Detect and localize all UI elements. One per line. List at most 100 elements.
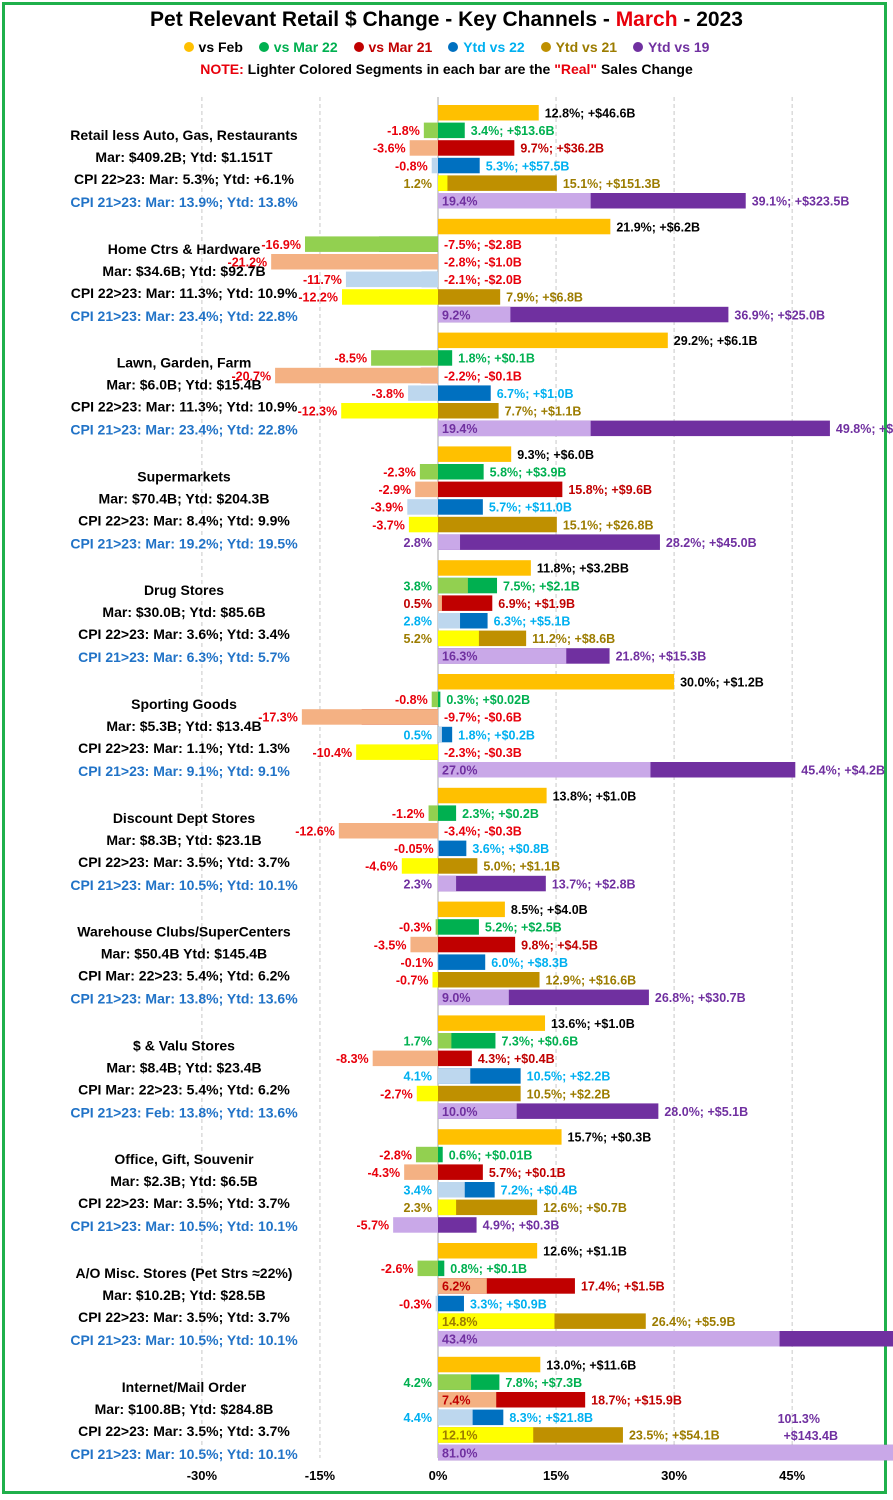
- title-suffix: - 2023: [677, 8, 743, 31]
- bar-ytd-vs-21: [438, 403, 499, 419]
- channel-cpi-21-23: CPI 21>23: Mar: 10.5%; Ytd: 10.1%: [70, 877, 298, 893]
- real-segment-ytd-vs-21: [356, 744, 438, 760]
- real-segment-ytd-vs-21: [438, 175, 448, 191]
- real-value-label: 7.4%: [442, 1394, 471, 1408]
- real-segment-vs-mar21: [372, 1050, 438, 1067]
- real-value-label: 2.3%: [404, 877, 433, 891]
- x-tick-label: -30%: [187, 1468, 218, 1483]
- channel-name: Drug Stores: [144, 582, 224, 598]
- value-label-amount: +$143.4B: [783, 1429, 838, 1443]
- real-value-label: 0.5%: [404, 597, 433, 611]
- channel-name: $ & Valu Stores: [133, 1037, 235, 1053]
- real-segment-ytd-vs-19: [438, 875, 457, 892]
- real-segment-ytd-vs-19: [438, 193, 591, 209]
- x-tick-label: 15%: [543, 1468, 569, 1483]
- channel-cpi-22-23: CPI 22>23: Mar: 3.6%; Ytd: 3.4%: [78, 626, 290, 642]
- value-label: 101.3%: [778, 1412, 820, 1426]
- real-segment-ytd-vs-21: [438, 1427, 534, 1443]
- real-segment-ytd-vs-21: [432, 972, 438, 988]
- channel-cpi-22-23: CPI 22>23: Mar: 3.5%; Ytd: 3.7%: [78, 1423, 290, 1439]
- legend-dot-icon: [258, 42, 269, 53]
- value-label: 21.9%; +$6.2B: [616, 220, 700, 234]
- channel-sales: Mar: $70.4B; Ytd: $204.3B: [99, 490, 270, 506]
- bar-ytd-vs-21: [438, 858, 478, 874]
- bar-vs-mar22: [438, 122, 465, 139]
- channel-cpi-21-23: CPI 21>23: Mar: 6.3%; Ytd: 5.7%: [78, 649, 290, 665]
- bar-vs-feb: [438, 787, 547, 804]
- bar-vs-mar22: [438, 1146, 443, 1163]
- value-label: 7.8%; +$7.3B: [505, 1376, 582, 1390]
- legend-dot-icon: [540, 42, 551, 53]
- value-label: 4.3%; +$0.4B: [478, 1052, 555, 1066]
- value-label: -3.4%; -$0.3B: [444, 825, 522, 839]
- value-label: 28.0%; +$5.1B: [664, 1105, 748, 1119]
- real-segment-ytd-vs-19: [438, 420, 591, 437]
- legend-dot-icon: [183, 42, 194, 53]
- real-value-label: -17.3%: [258, 711, 298, 725]
- real-value-label: 2.8%: [404, 536, 433, 550]
- bar-ytd-vs-22: [438, 385, 491, 401]
- value-label: 11.2%; +$8.6B: [532, 632, 615, 646]
- bar-vs-feb: [438, 332, 668, 349]
- bar-vs-mar21: [438, 936, 516, 953]
- channel-sales: Mar: $409.2B; Ytd: $1.151T: [95, 149, 273, 165]
- real-value-label: -0.05%: [394, 842, 434, 856]
- real-value-label: 3.4%: [404, 1184, 433, 1198]
- real-value-label: 0.5%: [404, 728, 433, 742]
- bar-vs-feb: [438, 674, 675, 690]
- legend-dot-icon: [448, 42, 459, 53]
- real-segment-ytd-vs-21: [438, 1199, 457, 1216]
- real-segment-vs-mar21: [415, 481, 438, 498]
- legend-item-ytd-vs-22: Ytd vs 22: [448, 36, 525, 58]
- real-segment-vs-mar22: [423, 122, 438, 139]
- real-segment-ytd-vs-22: [408, 385, 438, 401]
- value-label: 8.3%; +$21.8B: [509, 1411, 593, 1425]
- legend-item-vs-feb: vs Feb: [183, 36, 243, 58]
- bar-vs-feb: [438, 1243, 538, 1259]
- value-label: 7.3%; +$0.6B: [501, 1035, 578, 1049]
- bar-ytd-vs-22: [438, 1295, 464, 1312]
- value-label: 9.3%; +$6.0B: [517, 448, 594, 462]
- bar-ytd-vs-22: [438, 840, 467, 857]
- legend-dot-icon: [632, 42, 643, 53]
- value-label: 1.8%; +$0.2B: [458, 728, 535, 742]
- bar-vs-mar21: [438, 595, 493, 611]
- title-month: March: [615, 8, 678, 31]
- real-segment-ytd-vs-22: [407, 499, 438, 515]
- real-segment-vs-mar21: [438, 1392, 497, 1408]
- bar-ytd-vs-22: [438, 954, 486, 970]
- value-label: 5.7%; +$0.1B: [489, 1166, 566, 1180]
- real-segment-ytd-vs-19: [438, 1331, 780, 1347]
- channel-sales: Mar: $100.8B; Ytd: $284.8B: [95, 1401, 274, 1417]
- real-value-label: -0.1%: [401, 956, 434, 970]
- real-segment-vs-mar22: [431, 691, 438, 708]
- value-label: 5.8%; +$3.9B: [490, 466, 567, 480]
- real-value-label: -4.6%: [365, 860, 398, 874]
- value-label: 28.2%; +$45.0B: [666, 536, 757, 550]
- channel-name: Supermarkets: [137, 468, 231, 484]
- channel-cpi-21-23: CPI 21>23: Mar: 13.9%; Ytd: 13.8%: [70, 194, 298, 210]
- real-value-label: -1.8%: [387, 124, 420, 138]
- real-segment-ytd-vs-22: [437, 954, 439, 970]
- real-value-label: -2.9%: [379, 483, 412, 497]
- real-value-label: -2.7%: [380, 1087, 413, 1101]
- real-segment-vs-mar21: [410, 936, 438, 953]
- value-label: 6.9%; +$1.9B: [498, 597, 575, 611]
- channel-name: Retail less Auto, Gas, Restaurants: [70, 127, 298, 143]
- chart-header: Pet Relevant Retail $ Change - Key Chann…: [0, 6, 893, 80]
- bar-vs-feb: [438, 446, 512, 462]
- channel-cpi-22-23: CPI 22>23: Mar: 3.5%; Ytd: 3.7%: [78, 1309, 290, 1325]
- real-segment-vs-mar21: [438, 595, 442, 611]
- bar-ytd-vs-19: [438, 875, 546, 892]
- bar-vs-mar22: [438, 1260, 445, 1277]
- value-label: -2.8%; -$1.0B: [444, 256, 522, 270]
- real-segment-vs-mar22: [371, 350, 438, 366]
- real-segment-ytd-vs-21: [416, 1085, 438, 1102]
- bar-vs-feb: [438, 218, 611, 235]
- real-value-label: -3.8%: [371, 387, 404, 401]
- value-label: 11.8%; +$3.2BB: [537, 562, 629, 576]
- real-segment-ytd-vs-22: [345, 271, 438, 288]
- real-segment-ytd-vs-19: [393, 1217, 438, 1233]
- real-segment-ytd-vs-19: [438, 1103, 517, 1119]
- channel-sales: Mar: $34.6B; Ytd: $92.7B: [102, 263, 265, 279]
